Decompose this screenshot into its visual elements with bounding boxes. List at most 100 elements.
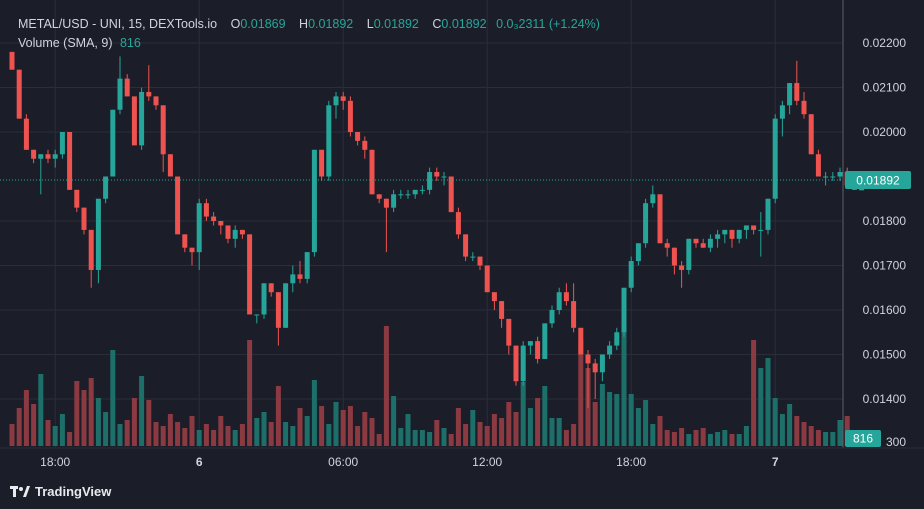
candle bbox=[67, 132, 73, 190]
candle bbox=[520, 341, 526, 386]
symbol-title[interactable]: METAL/USD - UNI, 15, DEXTools.io bbox=[18, 17, 218, 31]
candle-body bbox=[376, 194, 382, 199]
volume-bar bbox=[765, 358, 771, 446]
candle bbox=[779, 100, 785, 137]
candle bbox=[218, 221, 224, 235]
volume-bar bbox=[578, 340, 584, 446]
candle-body bbox=[787, 83, 793, 106]
last-volume-label: 816 bbox=[845, 430, 881, 447]
candle-body bbox=[607, 345, 613, 355]
volume-bar bbox=[290, 426, 296, 446]
candle-body bbox=[743, 225, 749, 230]
candle bbox=[405, 189, 411, 199]
candle-body bbox=[225, 225, 231, 239]
volume-bar bbox=[355, 426, 361, 446]
tradingview-logo-icon bbox=[10, 485, 30, 498]
candle-body bbox=[751, 225, 757, 230]
candle bbox=[182, 234, 188, 253]
candle-body bbox=[290, 274, 296, 284]
candle-body bbox=[715, 234, 721, 239]
candle bbox=[542, 323, 548, 359]
candle-body bbox=[571, 301, 577, 328]
volume-bar bbox=[239, 424, 245, 446]
volume-bar bbox=[376, 434, 382, 446]
volume-bar bbox=[571, 424, 577, 446]
candle-body bbox=[794, 83, 800, 101]
candle-body bbox=[707, 238, 713, 248]
candle bbox=[59, 132, 65, 159]
volume-bar bbox=[74, 381, 80, 446]
volume-bar bbox=[513, 412, 519, 446]
candle-body bbox=[664, 243, 670, 248]
candle-body bbox=[635, 243, 641, 262]
candle bbox=[326, 100, 332, 181]
candle-body bbox=[736, 229, 742, 239]
candle-body bbox=[563, 292, 569, 302]
volume-indicator-label[interactable]: Volume (SMA, 9) bbox=[18, 36, 113, 50]
candle bbox=[751, 225, 757, 235]
candle-body bbox=[549, 310, 555, 324]
candle-body bbox=[477, 256, 483, 266]
candle-body bbox=[45, 154, 51, 159]
volume-bar bbox=[729, 434, 735, 446]
volume-bar bbox=[506, 402, 512, 446]
candle-body bbox=[59, 132, 65, 155]
candle-body bbox=[95, 198, 101, 270]
candle bbox=[527, 341, 533, 355]
candle bbox=[9, 51, 15, 70]
time-tick-label: 06:00 bbox=[328, 455, 358, 469]
candle bbox=[571, 283, 577, 333]
candle bbox=[196, 198, 202, 270]
candle bbox=[146, 65, 152, 101]
volume-bar bbox=[319, 406, 325, 446]
candle-body bbox=[175, 176, 181, 235]
volume-bar bbox=[707, 434, 713, 446]
volume-bar bbox=[470, 410, 476, 446]
price-axis[interactable]: 0.02200 0.02100 0.02000 0.01800 0.01700 0.016… bbox=[863, 36, 907, 449]
candle bbox=[333, 91, 339, 119]
candle bbox=[283, 283, 289, 328]
volume-bar bbox=[758, 368, 764, 446]
candle-body bbox=[167, 154, 173, 177]
candle bbox=[74, 189, 80, 213]
last-price-label-text: 0.01892 bbox=[856, 174, 900, 188]
price-tick-label: 0.01400 bbox=[863, 392, 907, 406]
candle-body bbox=[16, 69, 22, 119]
candle-body bbox=[499, 301, 505, 319]
candle bbox=[463, 234, 469, 262]
candle-body bbox=[304, 252, 310, 279]
volume-bar bbox=[700, 428, 706, 446]
tradingview-branding[interactable]: TradingView bbox=[10, 484, 111, 499]
candle bbox=[585, 350, 591, 408]
candle bbox=[787, 83, 793, 115]
volume-bar bbox=[203, 424, 209, 446]
candle-body bbox=[405, 194, 411, 196]
candle bbox=[124, 74, 130, 97]
candle bbox=[758, 212, 764, 257]
candle bbox=[139, 87, 145, 150]
time-tick-label: 6 bbox=[196, 455, 203, 469]
candle-body bbox=[232, 229, 238, 239]
candle-body bbox=[830, 176, 836, 178]
price-tick-label: 0.01800 bbox=[863, 214, 907, 228]
volume-bar bbox=[419, 430, 425, 446]
candle bbox=[628, 256, 634, 293]
candle-body bbox=[391, 194, 397, 208]
candle-body bbox=[38, 154, 44, 159]
candle bbox=[434, 167, 440, 181]
candle bbox=[491, 292, 497, 310]
candle-body bbox=[643, 203, 649, 244]
candle-body bbox=[319, 149, 325, 177]
candle-body bbox=[146, 91, 152, 97]
candle bbox=[189, 247, 195, 266]
volume-bar bbox=[434, 420, 440, 446]
candle-body bbox=[31, 149, 37, 159]
candle bbox=[376, 194, 382, 204]
volume-bar bbox=[196, 430, 202, 446]
candle bbox=[513, 345, 519, 386]
candle bbox=[707, 234, 713, 253]
candle-body bbox=[463, 234, 469, 257]
time-axis[interactable]: 18:00 6 06:00 12:00 18:00 7 bbox=[40, 455, 779, 469]
candle-body bbox=[110, 109, 116, 177]
